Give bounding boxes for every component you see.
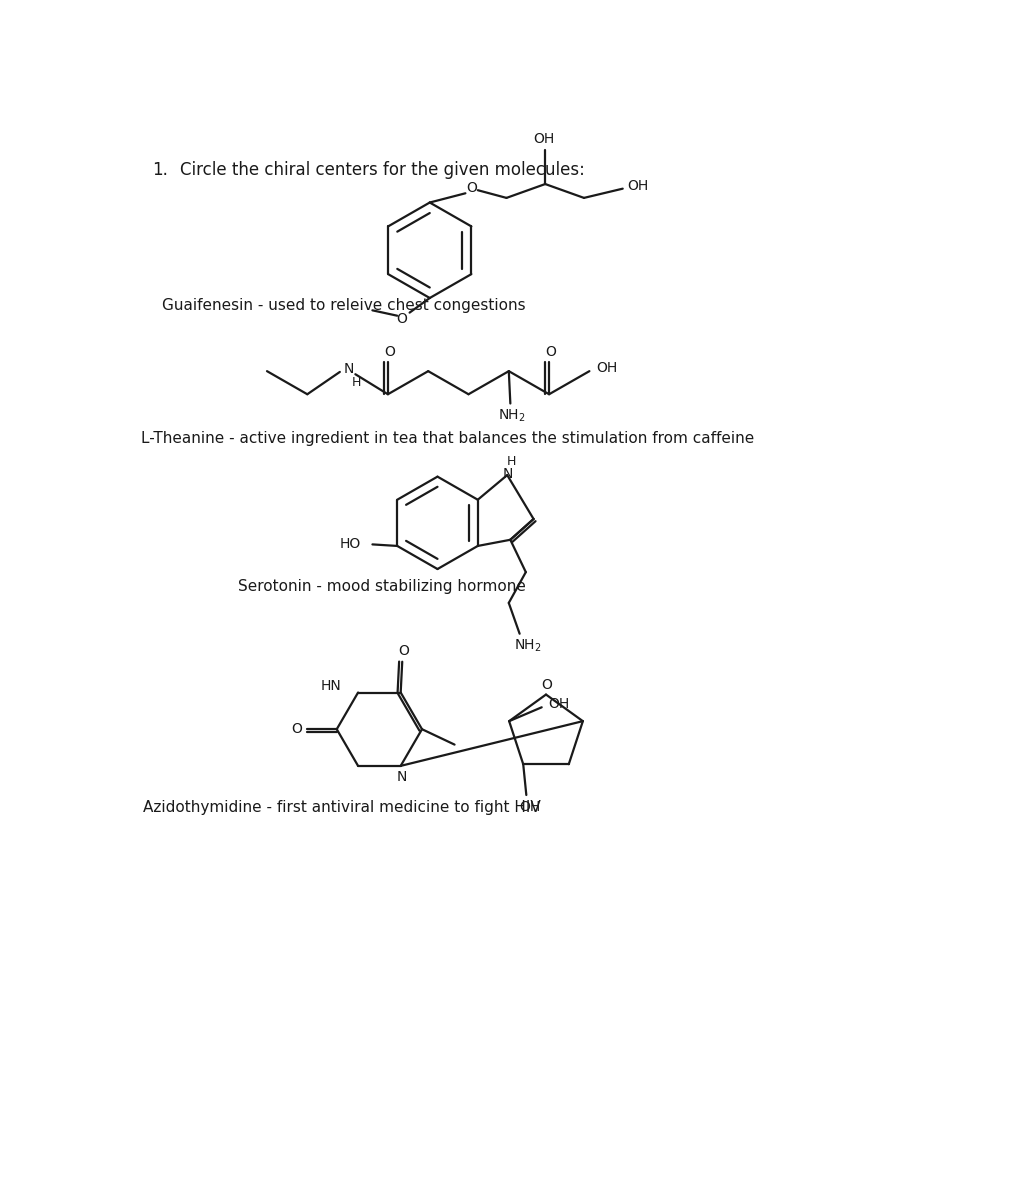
Text: Circle the chiral centers for the given molecules:: Circle the chiral centers for the given … — [180, 161, 585, 179]
Text: OH: OH — [533, 132, 553, 146]
Text: Serotonin - mood stabilizing hormone: Serotonin - mood stabilizing hormone — [237, 580, 525, 594]
Text: OH: OH — [595, 361, 616, 376]
Text: 1.: 1. — [152, 161, 168, 179]
Text: N: N — [502, 467, 513, 480]
Text: O: O — [398, 644, 409, 658]
Text: H: H — [352, 376, 361, 389]
Text: L-Theanine - active ingredient in tea that balances the stimulation from caffein: L-Theanine - active ingredient in tea th… — [142, 431, 754, 445]
Text: O: O — [396, 312, 407, 325]
Text: O: O — [290, 722, 302, 736]
Text: O: O — [383, 344, 394, 359]
Text: N: N — [396, 769, 407, 784]
Text: O: O — [466, 181, 477, 194]
Text: NH$_2$: NH$_2$ — [497, 408, 525, 424]
Text: Azidothymidine - first antiviral medicine to fight HIV: Azidothymidine - first antiviral medicin… — [143, 800, 540, 815]
Text: H: H — [506, 455, 516, 468]
Text: O: O — [541, 678, 551, 691]
Text: OH: OH — [627, 179, 648, 192]
Text: NH$_2$: NH$_2$ — [513, 638, 541, 654]
Text: N: N — [342, 362, 354, 376]
Text: HN: HN — [320, 679, 340, 694]
Text: OH: OH — [547, 697, 569, 712]
Text: Guaifenesin - used to releive chest congestions: Guaifenesin - used to releive chest cong… — [162, 298, 526, 313]
Text: O: O — [545, 344, 555, 359]
Text: HO: HO — [339, 536, 361, 551]
Text: OH: OH — [519, 799, 539, 814]
